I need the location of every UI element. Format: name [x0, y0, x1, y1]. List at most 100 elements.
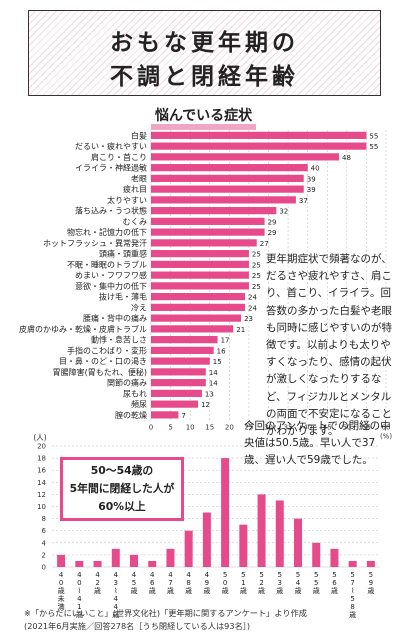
- category-label: 皮膚のかゆみ・乾燥・皮膚トラブル: [19, 324, 147, 334]
- bar: [366, 560, 375, 567]
- title-line-1: おもな更年期の: [110, 30, 299, 56]
- bar: [151, 411, 179, 419]
- bar: [75, 560, 84, 567]
- bar-value-label: 29: [268, 229, 277, 237]
- bar: [151, 400, 198, 408]
- bar: [151, 389, 202, 397]
- bar: [151, 196, 296, 204]
- bar-value-label: 13: [205, 390, 214, 398]
- category-label: 老眼: [131, 173, 147, 183]
- bar-value-label: 7: [181, 412, 185, 420]
- callout-line-1: 50〜54歳の: [90, 464, 154, 477]
- x-tick-label: 25: [244, 423, 253, 431]
- category-label: 尿もれ: [123, 389, 147, 398]
- x-tick-label: 45: [323, 423, 332, 431]
- bar: [151, 271, 249, 279]
- category-label: 4 3 ⌇ 4 4 歳: [112, 571, 119, 619]
- bar-value-label: 24: [248, 294, 257, 302]
- bar-value-label: 39: [307, 186, 316, 194]
- category-label: 膣の乾燥: [115, 410, 147, 420]
- y-tick-label: 6: [42, 527, 47, 535]
- x-tick-label: 0: [149, 423, 153, 431]
- category-label: 肩こり・首こり: [91, 152, 147, 162]
- category-label: 抜け毛・薄毛: [99, 292, 147, 302]
- callout-line-3: 60%以上: [98, 500, 146, 513]
- chart1-note: 更年期症状で頻著なのが、だるさや疲れやすさ、肩こり、首こり、イライラ。回答数の多…: [266, 253, 392, 438]
- x-tick-label: 35: [284, 423, 293, 431]
- bar: [151, 303, 245, 311]
- bar: [221, 458, 230, 567]
- y-tick-label: 20: [37, 443, 46, 451]
- category-label: 落ち込み・うつ状態: [75, 206, 147, 216]
- x-tick-label: 5: [168, 423, 172, 431]
- title-line-2: 不調と閉経年齢: [110, 64, 299, 90]
- footnote: ※「からだにいいこと」(世界文化社)「更年期に関するアンケート」より作成 (20…: [24, 607, 307, 633]
- callout-line-2: 5年間に閉経した人が: [69, 482, 175, 495]
- category-label: 4 0 ⌇ 4 1 歳: [76, 571, 83, 619]
- category-label: 目・鼻・のど・口の渇き: [59, 356, 147, 366]
- bar: [257, 494, 266, 567]
- bar-value-label: 21: [236, 326, 245, 334]
- category-label: めまい・フワフワ感: [75, 270, 147, 280]
- category-label: 4 0 歳未満: [58, 571, 65, 611]
- category-label: イライラ・神経過敏: [75, 163, 147, 173]
- bar-value-label: 12: [201, 401, 210, 409]
- bar: [202, 512, 211, 567]
- bar-value-label: 25: [252, 261, 261, 269]
- bar-value-label: 32: [279, 208, 288, 216]
- bar: [151, 207, 277, 215]
- bar-value-label: 39: [307, 175, 316, 183]
- bar: [57, 554, 66, 567]
- bar: [312, 542, 321, 567]
- category-label: ホットフラッシュ・異常発汗: [43, 239, 147, 248]
- bar: [151, 314, 242, 322]
- x-tick-label: 10: [186, 423, 195, 431]
- bar: [151, 368, 206, 376]
- category-label: 不眠・睡眠のトラブル: [67, 259, 147, 269]
- bar-value-label: 29: [268, 218, 277, 226]
- category-label: 関節の痛み: [107, 378, 147, 388]
- bar-value-label: 17: [221, 337, 230, 345]
- bar: [151, 325, 234, 333]
- bar: [151, 282, 249, 290]
- x-tick-label: 30: [264, 423, 273, 431]
- callout-box: 50〜54歳の 5年間に閉経した人が 60%以上: [60, 457, 184, 521]
- y-tick-label: 4: [42, 539, 47, 547]
- y-tick-label: 2: [42, 551, 46, 559]
- bar: [151, 217, 265, 225]
- bar: [151, 131, 367, 139]
- bar: [151, 293, 245, 301]
- y-tick-label: 0: [42, 564, 46, 572]
- category-label: 意欲・集中力の低下: [75, 281, 147, 291]
- bar: [151, 260, 249, 268]
- x-tick-label: 40: [303, 423, 312, 431]
- chart1-title: 悩んでいる症状: [0, 105, 407, 130]
- bar-value-label: 25: [252, 251, 261, 259]
- bar: [151, 228, 265, 236]
- category-label: 胃腸障害(胃もたれ、便秘): [53, 367, 147, 377]
- bar: [239, 524, 248, 567]
- category-label: 腰痛・背中の痛み: [83, 313, 147, 323]
- category-label: 白髪: [131, 130, 147, 140]
- category-label: 5 7 ⌇ 5 8 歳: [349, 571, 356, 619]
- bar: [151, 357, 210, 365]
- bar-value-label: 37: [299, 197, 308, 205]
- bar: [348, 560, 357, 567]
- y-tick-label: 10: [37, 503, 46, 511]
- bar-value-label: 14: [209, 380, 218, 388]
- bar-value-label: 40: [311, 165, 320, 173]
- bar: [151, 153, 339, 161]
